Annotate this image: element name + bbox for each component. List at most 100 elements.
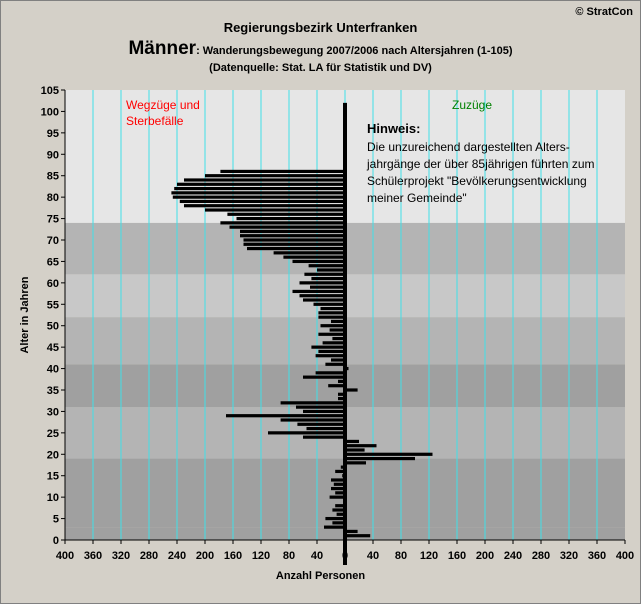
bar [317,268,345,272]
x-tick-label: 40 [311,550,323,562]
bar [172,195,345,199]
bar [320,324,345,328]
bar [311,345,345,349]
copyright-label: © StratCon [575,6,633,18]
bar [299,281,345,285]
bar [240,229,345,234]
bar [318,332,345,336]
bar [205,208,345,212]
bar [315,354,345,358]
bars [171,169,433,538]
bar [335,504,345,508]
bar [340,465,345,469]
x-tick-label: 240 [168,550,186,562]
y-tick-label: 30 [47,406,59,418]
x-tick-label: 0 [342,550,348,562]
bar [332,336,345,341]
x-tick-label: 400 [616,550,634,562]
bar [303,375,345,379]
left-label: Wegzüge und [126,98,200,112]
bar [220,221,345,225]
y-tick-label: 65 [47,256,59,268]
bar [220,169,345,174]
bar [338,379,345,384]
bar [331,319,345,324]
y-tick-label: 55 [47,299,59,311]
x-tick-label: 160 [224,550,242,562]
bar [315,371,345,375]
left-label: Sterbefälle [126,114,184,128]
chart-subtitle: Männer: Wanderungsbewegung 2007/2006 nac… [0,38,641,60]
x-tick-label: 160 [448,550,466,562]
bar [322,341,345,345]
y-tick-label: 70 [47,235,59,247]
bar [329,328,345,332]
y-tick-label: 75 [47,214,59,226]
x-tick-label: 80 [283,550,295,562]
bar [345,534,371,538]
bar [320,306,345,311]
bar [273,251,345,255]
bar [229,225,345,229]
x-tick-label: 280 [140,550,158,562]
center-axis [343,102,347,565]
y-tick-label: 25 [47,428,59,440]
bar [303,435,345,439]
bar [311,276,345,281]
x-tick-label: 360 [84,550,102,562]
x-tick-label: 200 [196,550,214,562]
y-tick-label: 40 [47,364,59,376]
bar [227,212,345,216]
annotations: Wegzüge und Sterbefälle Zuzüge Hinweis: Die … [126,98,594,205]
bar [331,358,345,362]
note-title: Hinweis: [367,121,420,136]
bar [345,456,415,461]
bar [329,495,345,499]
right-label: Zuzüge [452,98,492,112]
bar [318,315,345,319]
note-line: Schülerprojekt "Bevölkerungsentwicklung [367,174,587,188]
bar [345,388,358,392]
bar [297,422,345,426]
bar [306,426,345,431]
y-axis-label: Alter in Jahren [19,276,31,354]
x-tick-label: 360 [588,550,606,562]
bar [247,246,345,251]
note-line: Die unzureichend dargestellten Alters- [367,140,570,154]
y-tick-label: 50 [47,321,59,333]
bar [304,272,345,276]
y-tick-label: 10 [47,492,59,504]
bar [174,186,345,191]
x-tick-label: 320 [112,550,130,562]
y-tick-label: 105 [41,85,59,97]
bar [283,255,345,259]
bar [236,216,345,221]
subtitle-rest: : Wanderungsbewegung 2007/2006 nach Alte… [196,45,513,57]
chart-title: Regierungsbezirk Unterfranken [223,20,418,35]
bar [177,182,345,186]
y-tick-label: 95 [47,128,59,140]
bar [179,199,345,204]
bar [338,396,345,401]
bar [184,178,345,182]
bar [240,234,345,238]
bar [308,264,345,268]
bar [345,439,359,444]
y-tick-label: 0 [53,535,59,547]
bar [299,294,345,298]
y-tick-label: 100 [41,106,59,118]
y-tick-label: 5 [53,514,59,526]
bar [303,409,345,414]
bar [292,289,345,294]
bar [303,298,345,302]
bar [338,392,345,396]
bar [333,482,345,486]
x-tick-label: 40 [367,550,379,562]
note-line: meiner Gemeinde" [367,191,467,205]
bar [332,508,345,512]
bar [318,311,345,315]
x-axis-label: Anzahl Personen [275,570,366,582]
bar [345,444,377,448]
bar [268,431,345,435]
